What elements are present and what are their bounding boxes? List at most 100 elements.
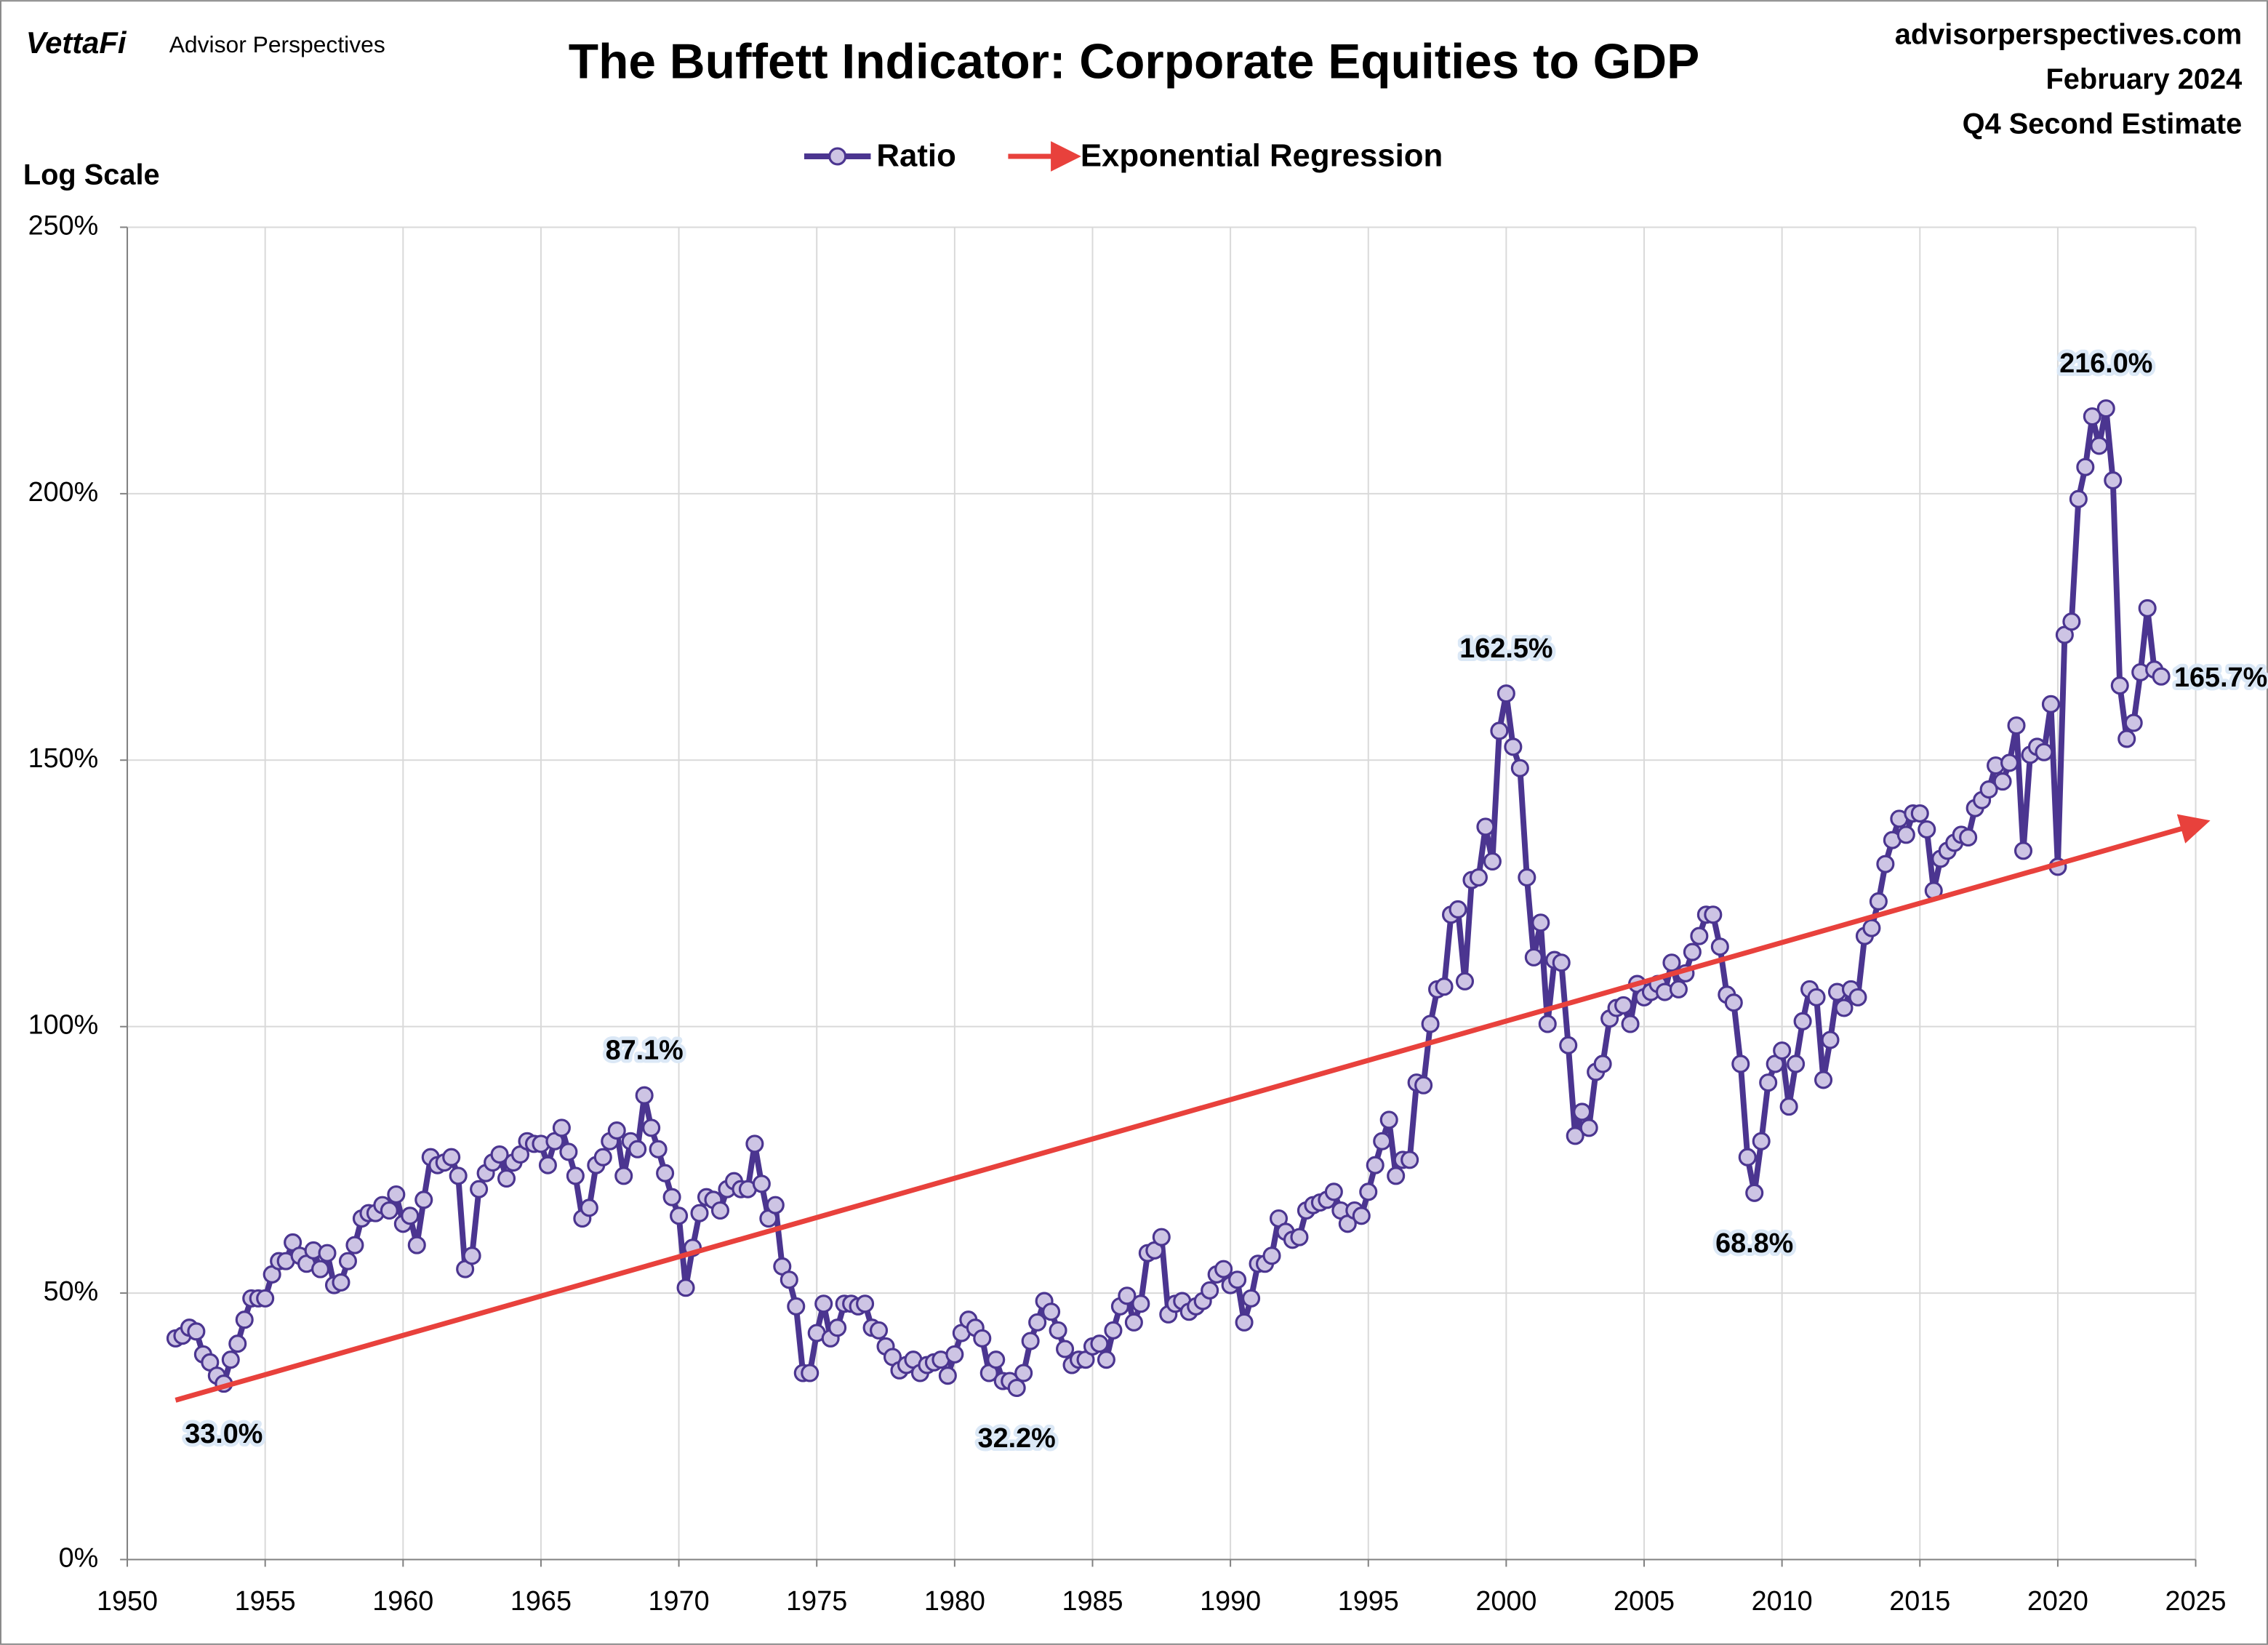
ratio-point xyxy=(614,1166,633,1185)
ratio-point xyxy=(1773,1041,1792,1060)
ratio-point xyxy=(1401,1150,1419,1169)
data-label: 87.1% xyxy=(606,1036,684,1066)
ratio-point xyxy=(1690,926,1709,945)
ratio-point xyxy=(1379,1110,1398,1129)
ratio-point xyxy=(1848,988,1867,1006)
ratio-point xyxy=(1621,1014,1640,1033)
legend-label: Exponential Regression xyxy=(1081,138,1443,174)
ratio-point xyxy=(2124,713,2143,732)
ratio-point xyxy=(1007,1378,1026,1398)
brand: VettaFi xyxy=(26,25,127,60)
ratio-point xyxy=(2069,489,2088,508)
ratio-point xyxy=(1324,1182,1343,1201)
ratio-point xyxy=(1496,684,1515,703)
data-label: 32.2% xyxy=(978,1423,1056,1454)
ratio-point xyxy=(462,1246,481,1265)
ratio-point xyxy=(670,1206,689,1225)
ratio-point xyxy=(2152,667,2171,686)
ratio-point xyxy=(1435,977,1454,996)
ratio-point xyxy=(1662,953,1681,972)
ratio-point xyxy=(332,1273,350,1292)
ratio-point xyxy=(401,1206,420,1225)
ratio-point xyxy=(2076,457,2095,476)
ratio-point xyxy=(1738,1148,1757,1166)
y-tick-label: 250% xyxy=(28,210,99,241)
ratio-point xyxy=(1201,1281,1219,1300)
ratio-point xyxy=(345,1236,364,1254)
ratio-point xyxy=(442,1148,461,1166)
ratio-point xyxy=(628,1140,647,1158)
ratio-point xyxy=(311,1260,330,1278)
ratio-point xyxy=(1476,817,1495,836)
ratio-point xyxy=(2007,716,2026,735)
ratio-point xyxy=(607,1121,626,1140)
ratio-point xyxy=(1683,942,1702,961)
ratio-point xyxy=(801,1364,820,1382)
axis-note: Log Scale xyxy=(23,159,160,191)
ratio-point xyxy=(2096,399,2115,418)
ratio-point xyxy=(580,1198,598,1217)
ratio-point xyxy=(787,1297,806,1316)
ratio-point xyxy=(1669,980,1688,998)
ratio-point xyxy=(1821,1030,1840,1049)
ratio-point xyxy=(1779,1097,1798,1116)
ratio-point xyxy=(1759,1073,1778,1092)
ratio-point xyxy=(828,1318,847,1337)
chart-title: The Buffett Indicator: Corporate Equitie… xyxy=(569,35,1699,89)
x-tick-label: 2020 xyxy=(2027,1586,2088,1617)
ratio-point xyxy=(228,1334,247,1353)
x-tick-label: 2010 xyxy=(1752,1586,1813,1617)
x-tick-label: 1965 xyxy=(510,1586,572,1617)
ratio-point xyxy=(1021,1332,1040,1350)
ratio-point xyxy=(1752,1132,1771,1150)
ratio-point xyxy=(1235,1313,1254,1332)
x-tick-label: 1950 xyxy=(97,1586,158,1617)
ratio-point xyxy=(938,1366,957,1385)
x-tick-label: 1970 xyxy=(649,1586,710,1617)
ratio-point xyxy=(1228,1270,1247,1289)
ratio-point xyxy=(221,1350,240,1369)
ratio-point xyxy=(1787,1054,1806,1073)
x-tick-label: 1995 xyxy=(1338,1586,1399,1617)
ratio-point xyxy=(1014,1364,1033,1382)
ratio-point xyxy=(1910,804,1929,823)
estimate: Q4 Second Estimate xyxy=(1963,108,2243,140)
ratio-point xyxy=(745,1134,764,1153)
ratio-point xyxy=(497,1169,516,1188)
ratio-point xyxy=(1056,1340,1075,1358)
ratio-point xyxy=(256,1289,275,1308)
x-tick-label: 2025 xyxy=(2165,1586,2227,1617)
ratio-point xyxy=(338,1252,357,1270)
ratio-point xyxy=(1614,996,1633,1014)
data-label: 165.7% xyxy=(2174,663,2267,693)
ratio-point xyxy=(380,1201,398,1220)
ratio-point xyxy=(490,1145,509,1164)
ratio-point xyxy=(1352,1206,1371,1225)
ratio-point xyxy=(987,1350,1006,1369)
ratio-point xyxy=(1090,1334,1109,1353)
ratio-point xyxy=(1538,1014,1557,1033)
ratio-point xyxy=(1793,1012,1812,1030)
ratio-point xyxy=(656,1164,675,1182)
y-tick-label: 100% xyxy=(28,1010,99,1041)
data-label: 33.0% xyxy=(185,1419,263,1449)
ratio-point xyxy=(187,1322,206,1341)
ratio-point xyxy=(1876,854,1895,873)
ratio-point xyxy=(1724,993,1743,1012)
ratio-point xyxy=(1518,868,1536,887)
ratio-point xyxy=(2117,729,2136,748)
ratio-point xyxy=(1704,905,1723,924)
ratio-point xyxy=(318,1244,337,1262)
ratio-point xyxy=(1366,1156,1385,1174)
ratio-point xyxy=(387,1185,406,1204)
ratio-point xyxy=(1814,1070,1833,1089)
ratio-point xyxy=(1993,772,2012,791)
ratio-point xyxy=(945,1345,964,1364)
ratio-point xyxy=(1373,1132,1392,1150)
ratio-point xyxy=(2083,407,2101,426)
ratio-point xyxy=(414,1190,433,1209)
y-tick-label: 50% xyxy=(44,1276,99,1307)
ratio-point xyxy=(2062,612,2081,631)
